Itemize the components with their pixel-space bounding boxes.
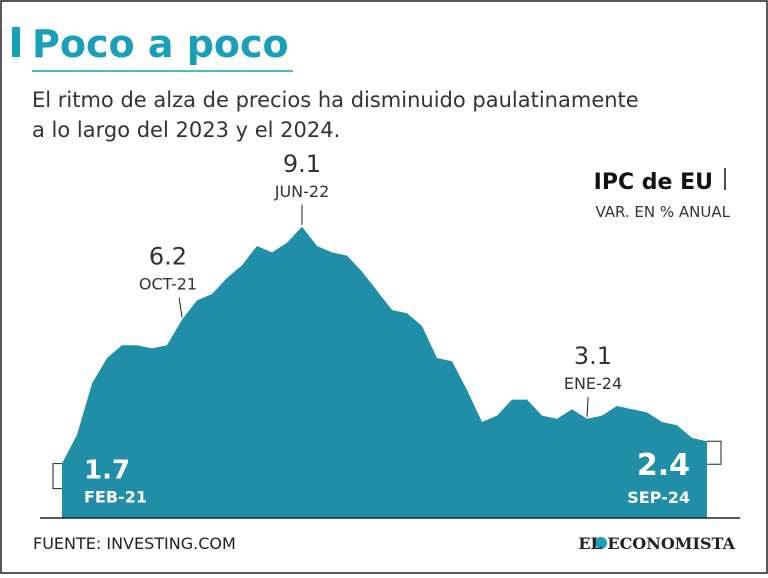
x-label: ENE-24	[564, 374, 622, 393]
plot: 1.7 FEB-21 OCT-21 6.2 JUN-22 9.1 ENE-24 3.1 2.4 S…	[52, 150, 722, 519]
data-label: 3.1	[574, 342, 612, 370]
subtitle: El ritmo de alza de precios ha disminuid…	[32, 88, 639, 112]
unit-label: VAR. EN % ANUAL	[595, 203, 730, 221]
data-label: 1.7	[84, 456, 130, 486]
area	[62, 226, 707, 519]
x-label: SEP-24	[627, 488, 690, 507]
data-label: 9.1	[283, 150, 321, 178]
brand-icon	[595, 537, 607, 549]
chart-title: Poco a poco	[32, 22, 289, 66]
leader	[178, 297, 183, 318]
leader	[586, 396, 589, 417]
subtitle: a lo largo del 2023 y el 2024.	[32, 118, 340, 142]
data-label: 6.2	[149, 243, 187, 271]
bracket	[707, 440, 722, 465]
x-label: OCT-21	[139, 275, 197, 294]
x-label: FEB-21	[84, 488, 147, 507]
x-label: JUN-22	[274, 182, 330, 201]
data-label: 2.4	[637, 448, 690, 483]
series-label: IPC de EU	[594, 170, 713, 195]
title-bar	[12, 27, 20, 57]
bracket	[52, 463, 62, 490]
source: FUENTE: INVESTING.COM	[33, 534, 236, 553]
brand: EL ECONOMISTA	[578, 534, 735, 553]
